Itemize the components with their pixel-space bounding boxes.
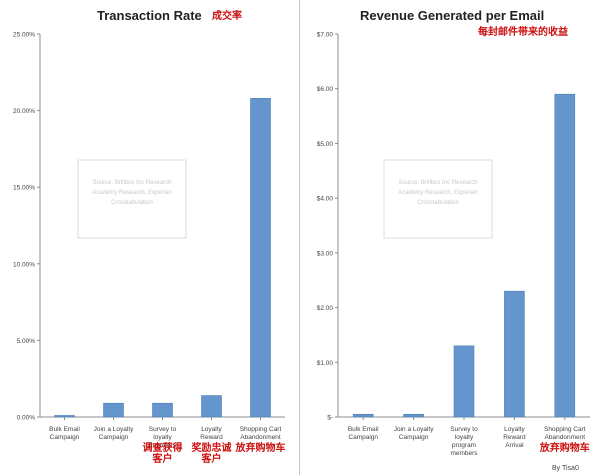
category-label: Survey to loyalty program members (450, 426, 478, 457)
y-tick-label: $- (327, 415, 333, 422)
revenue-per-email-chart: Revenue Generated per Email 每封邮件带来的收益 By… (317, 8, 590, 472)
y-tick-label: 20.00% (13, 108, 35, 115)
category-annotation: 放弃购物车 (539, 441, 590, 454)
category-label-line: Reward (503, 434, 526, 441)
watermark-box (383, 159, 493, 239)
chart-title: Revenue Generated per Email (360, 8, 544, 23)
category-label-line: Arrival (505, 442, 524, 449)
category-annotation: 调查获得客户 (143, 441, 183, 465)
category-label: Join a Loyalty Campaign (94, 426, 134, 441)
category-label-line: Abandonment (240, 434, 281, 441)
bar (453, 345, 475, 418)
category-label: Shopping Cart Abandonment (240, 426, 282, 441)
y-tick-label: 5.00% (17, 338, 36, 345)
category-label: Bulk Email Campaign (49, 426, 80, 441)
source-watermark: Source: Brillbox Inc Research Academy Res… (77, 159, 187, 239)
category-label-line: Bulk Email (49, 426, 80, 433)
y-tick-label: $4.00 (317, 196, 334, 203)
category-annotation-line: 放弃购物车 (235, 441, 286, 454)
category-label-line: loyalty (455, 434, 474, 441)
y-tick-label: $1.00 (317, 360, 334, 367)
y-tick-label: $2.00 (317, 305, 334, 312)
bar (201, 395, 222, 418)
y-tick-label: $6.00 (317, 86, 334, 93)
category-label-line: Reward (200, 434, 223, 441)
image-credit: By Tisa0 (552, 465, 579, 472)
category-annotation-line: 调查获得 (143, 441, 183, 454)
category-label-line: Campaign (99, 434, 129, 441)
watermark-text: Source: Brillbox Inc Research (92, 180, 171, 186)
bar (152, 402, 173, 418)
category-annotation-line: 奖励忠诚 (192, 441, 232, 454)
category-label-line: Survey to (149, 426, 177, 433)
category-label-line: Campaign (399, 434, 429, 441)
category-label-line: Survey to (450, 426, 478, 433)
category-label-line: Campaign (50, 434, 80, 441)
category-label-line: Campaign (348, 434, 378, 441)
watermark-text: Crosstabulation (417, 200, 459, 206)
category-annotation-line: 客户 (152, 452, 173, 465)
y-tick-label: 10.00% (13, 261, 35, 268)
category-label-line: Loyalty (201, 426, 222, 433)
chart-title: Transaction Rate (97, 8, 202, 23)
y-tick-label: 25.00% (13, 32, 35, 39)
category-label-line: loyalty (153, 434, 172, 441)
bar (250, 98, 271, 418)
bar (554, 93, 576, 418)
bar (403, 413, 424, 418)
watermark-text: Source: Brillbox Inc Research (398, 180, 477, 186)
y-tick-label: 0.00% (17, 415, 36, 422)
transaction-rate-chart: Transaction Rate 成交率 0.00% 5.00% 10.00% 15.… (13, 8, 286, 465)
category-label: Shopping Cart Abandonment (544, 426, 586, 441)
category-label: Bulk Email Campaign (348, 426, 379, 441)
category-annotation: 放弃购物车 (235, 441, 286, 454)
category-label-line: Shopping Cart (544, 426, 586, 433)
bar (504, 290, 525, 418)
category-label-line: members (450, 450, 478, 457)
category-label-line: members (149, 442, 177, 449)
category-label-line: Bulk Email (348, 426, 379, 433)
watermark-text: Academy Research, Experian (398, 190, 477, 196)
y-tick-label: $7.00 (317, 32, 334, 39)
bar (352, 413, 374, 418)
category-annotation-line: 客户 (201, 452, 222, 465)
watermark-text: Crosstabulation (111, 200, 153, 206)
category-label-line: Loyalty (504, 426, 525, 433)
category-label: Loyalty Reward (200, 426, 223, 441)
category-label-line: Abandonment (545, 434, 586, 441)
bar (54, 415, 75, 418)
y-tick-label: $3.00 (317, 250, 334, 257)
category-label-line: Join a Loyalty (394, 426, 434, 433)
chart-title-note: 每封邮件带来的收益 (478, 25, 568, 38)
category-label: Loyalty Reward Arrival (503, 426, 526, 449)
watermark-text: Academy Research, Experian (92, 190, 171, 196)
transaction-rate-panel: Transaction Rate 成交率 0.00% 5.00% 10.00% 15.… (12, 0, 300, 475)
category-annotation-line: 放弃购物车 (539, 441, 590, 454)
category-label-line: Shopping Cart (240, 426, 282, 433)
y-tick-label: $5.00 (317, 141, 334, 148)
category-label-line: program (452, 442, 476, 449)
source-watermark: Source: Brillbox Inc Research Academy Res… (383, 159, 493, 239)
chart-title-note: 成交率 (212, 9, 242, 22)
category-label-line: Join a Loyalty (94, 426, 134, 433)
y-tick-label: 15.00% (13, 185, 35, 192)
category-label: Survey to loyalty members (149, 426, 177, 449)
revenue-per-email-panel: Revenue Generated per Email 每封邮件带来的收益 By… (300, 0, 599, 475)
category-annotation: 奖励忠诚客户 (192, 441, 232, 465)
category-label: Join a Loyalty Campaign (394, 426, 434, 441)
watermark-box (77, 159, 187, 239)
bar (103, 402, 124, 418)
